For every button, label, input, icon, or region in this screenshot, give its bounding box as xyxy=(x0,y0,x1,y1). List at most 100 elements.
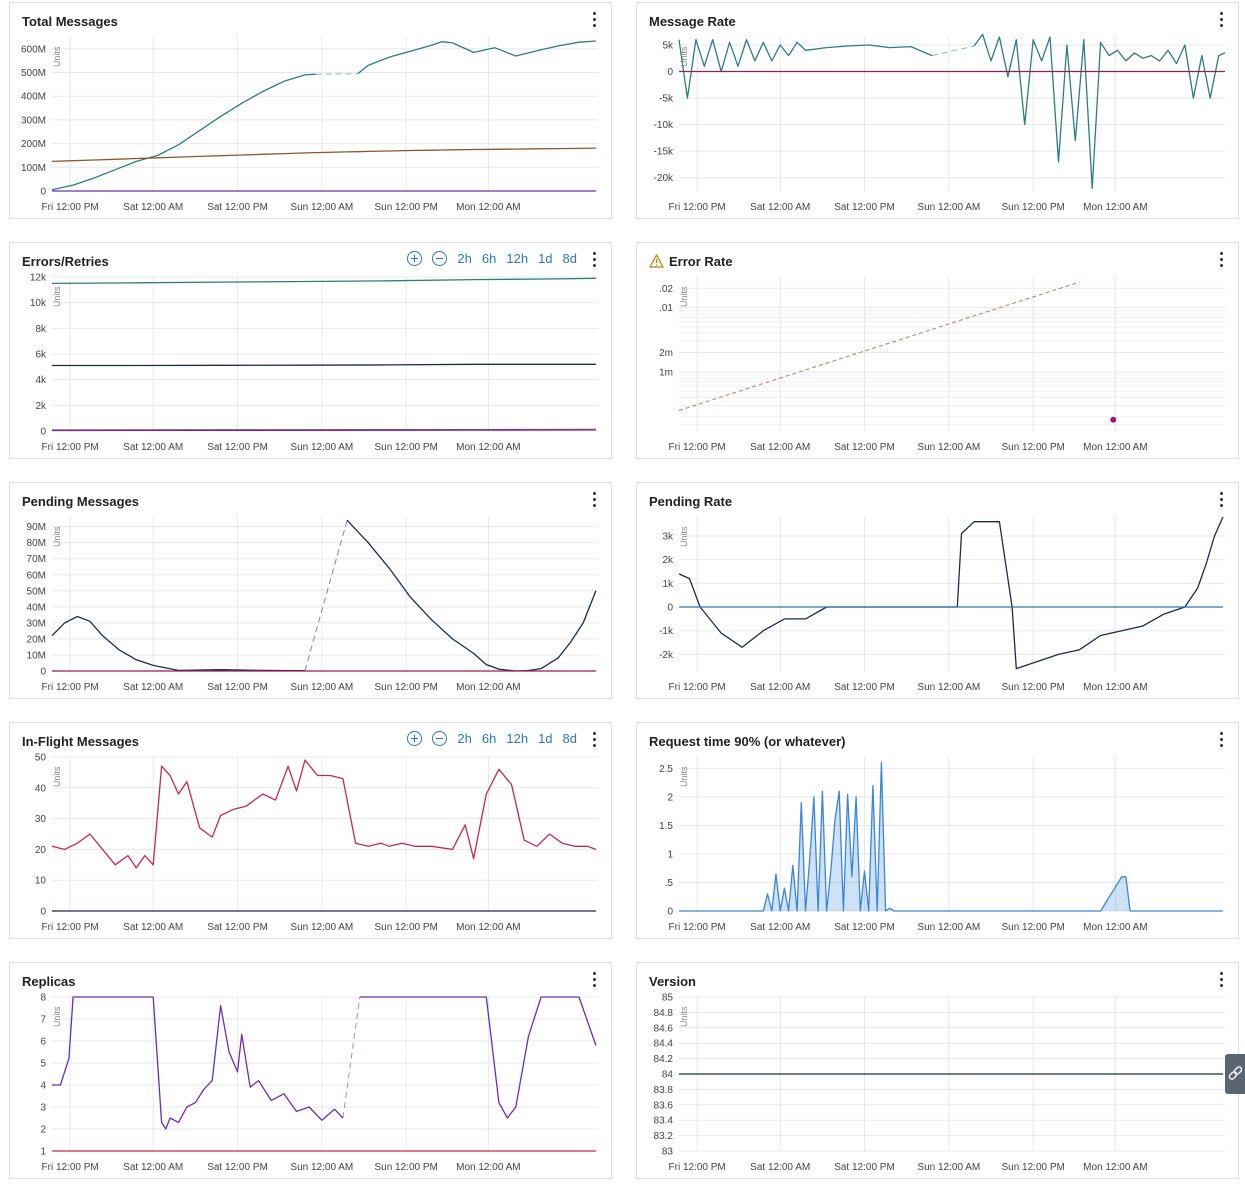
zoom-in-icon[interactable] xyxy=(407,251,423,266)
kebab-menu-icon[interactable] xyxy=(1218,492,1224,510)
x-tick-label: Mon 12:00 AM xyxy=(1083,202,1147,213)
range-8d-button[interactable]: 8d xyxy=(562,251,577,266)
chart-in-flight-messages: 0 10 20 30 40 50 Fri 12:00 PM Sat 12:00 AM Sat 1… xyxy=(35,753,598,933)
chart-request-time: 0 .5 1 1.5 2 2.5 Fri 12:00 PM Sat 12:00 AM Sat 1… xyxy=(659,757,1225,933)
link-icon xyxy=(1228,1066,1243,1080)
y-tick-label: 0 xyxy=(667,907,673,918)
x-tick-label: Sat 12:00 PM xyxy=(834,922,895,933)
x-tick-label: Sat 12:00 PM xyxy=(207,1162,268,1173)
warning-triangle-icon xyxy=(649,254,664,268)
x-tick-label: Sat 12:00 PM xyxy=(207,682,268,693)
chart-error-rate: 1m 2m .01 .02 Fri 12:00 PM Sat 12:00 AM Sat 12… xyxy=(659,277,1225,453)
x-tick-label: Fri 12:00 PM xyxy=(669,922,726,933)
panel-title: Replicas xyxy=(22,974,76,989)
kebab-menu-icon[interactable] xyxy=(591,492,597,510)
y-tick-label: 500M xyxy=(21,68,46,79)
series-gap-connector xyxy=(342,996,361,1119)
chart-pending-rate: -2k -1k 0 1k 2k 3k Fri 12:00 PM Sat 12:00 AM Sat… xyxy=(659,516,1225,693)
panel-title: Version xyxy=(649,974,696,989)
y-axis-units-label: Units xyxy=(52,526,62,547)
y-tick-label: 84.8 xyxy=(654,1008,674,1019)
y-tick-label: 0 xyxy=(40,427,46,438)
y-tick-label: 1 xyxy=(40,1147,46,1158)
x-tick-label: Mon 12:00 AM xyxy=(456,1162,520,1173)
y-tick-label: 20 xyxy=(35,845,47,856)
panel-errors-retries: Errors/Retries 2h 6h 12h 1d 8d 0 2k 4k 6k 8k… xyxy=(9,242,612,459)
x-tick-label: Mon 12:00 AM xyxy=(1083,442,1147,453)
panel-title: Error Rate xyxy=(669,254,733,269)
x-tick-label: Sun 12:00 PM xyxy=(1001,202,1064,213)
y-axis-units-label: Units xyxy=(679,1006,689,1027)
range-12h-button[interactable]: 12h xyxy=(506,731,529,746)
zoom-in-icon[interactable] xyxy=(407,731,423,746)
x-tick-label: Sun 12:00 AM xyxy=(290,442,353,453)
range-1d-button[interactable]: 1d xyxy=(538,731,553,746)
range-6h-button[interactable]: 6h xyxy=(481,731,497,746)
y-tick-label: -20k xyxy=(654,173,674,184)
y-axis-units-label: Units xyxy=(679,526,689,547)
y-tick-label: 1k xyxy=(662,579,674,590)
data-point xyxy=(1110,416,1117,423)
series-gap-connector xyxy=(304,520,348,671)
panel-version: Version 83 83.2 83.4 83.6 83.8 84 84.2 84.4 84.6… xyxy=(636,962,1239,1179)
x-tick-label: Mon 12:00 AM xyxy=(456,442,520,453)
x-tick-label: Sun 12:00 AM xyxy=(917,1162,980,1173)
y-tick-label: 8 xyxy=(40,993,46,1004)
y-tick-label: 83.8 xyxy=(654,1085,674,1096)
y-axis-units-label: Units xyxy=(52,46,62,67)
x-tick-label: Mon 12:00 AM xyxy=(456,682,520,693)
y-tick-label: 40 xyxy=(35,783,47,794)
y-tick-label: 2m xyxy=(659,348,673,359)
series-line xyxy=(346,519,597,672)
x-tick-label: Sat 12:00 AM xyxy=(123,202,183,213)
x-tick-label: Sun 12:00 PM xyxy=(374,1162,437,1173)
x-tick-label: Fri 12:00 PM xyxy=(669,202,726,213)
range-8d-button[interactable]: 8d xyxy=(562,731,577,746)
x-tick-label: Sat 12:00 AM xyxy=(123,682,183,693)
range-1d-button[interactable]: 1d xyxy=(538,251,553,266)
x-tick-label: Sat 12:00 PM xyxy=(834,1162,895,1173)
y-tick-label: 84.4 xyxy=(654,1039,674,1050)
y-tick-label: .01 xyxy=(659,303,673,314)
range-2h-button[interactable]: 2h xyxy=(457,731,472,746)
y-tick-label: 12k xyxy=(30,273,47,284)
x-tick-label: Mon 12:00 AM xyxy=(1083,682,1147,693)
panel-title: In-Flight Messages xyxy=(22,734,140,749)
x-tick-label: Sat 12:00 PM xyxy=(834,202,895,213)
x-tick-label: Sun 12:00 AM xyxy=(917,442,980,453)
panel-in-flight-messages: In-Flight Messages 2h 6h 12h 1d 8d 0 10 20… xyxy=(9,722,612,939)
panel-total-messages: Total Messages 0 100M 200M 300M 400M 500M 600M… xyxy=(9,2,612,219)
kebab-menu-icon[interactable] xyxy=(1218,732,1224,750)
y-tick-label: 40M xyxy=(27,602,46,613)
series-line xyxy=(51,73,316,191)
kebab-menu-icon[interactable] xyxy=(591,12,597,30)
series-line xyxy=(679,762,1223,912)
range-2h-button[interactable]: 2h xyxy=(457,251,472,266)
kebab-menu-icon[interactable] xyxy=(1218,252,1224,270)
kebab-menu-icon[interactable] xyxy=(1218,972,1224,990)
series-area xyxy=(679,762,1223,911)
y-tick-label: 20M xyxy=(27,634,46,645)
panel-title: Pending Rate xyxy=(649,494,733,509)
y-tick-label: 3 xyxy=(40,1103,46,1114)
y-tick-label: 50M xyxy=(27,586,46,597)
kebab-menu-icon[interactable] xyxy=(591,972,597,990)
y-axis-units-label: Units xyxy=(679,46,689,67)
y-tick-label: 400M xyxy=(21,92,46,103)
y-tick-label: 60M xyxy=(27,570,46,581)
y-tick-label: 4 xyxy=(40,1081,46,1092)
x-tick-label: Fri 12:00 PM xyxy=(669,682,726,693)
x-tick-label: Fri 12:00 PM xyxy=(669,1162,726,1173)
range-12h-button[interactable]: 12h xyxy=(506,251,529,266)
y-tick-label: -2k xyxy=(659,650,674,661)
kebab-menu-icon[interactable] xyxy=(591,252,597,270)
kebab-menu-icon[interactable] xyxy=(591,732,597,750)
zoom-out-icon[interactable] xyxy=(432,251,448,266)
panel-title: Message Rate xyxy=(649,14,736,29)
side-tab-link-button[interactable] xyxy=(1225,1054,1245,1094)
kebab-menu-icon[interactable] xyxy=(1218,12,1224,30)
range-6h-button[interactable]: 6h xyxy=(481,251,497,266)
zoom-out-icon[interactable] xyxy=(432,731,448,746)
y-tick-label: 84.6 xyxy=(654,1023,674,1034)
y-tick-label: 0 xyxy=(40,187,46,198)
